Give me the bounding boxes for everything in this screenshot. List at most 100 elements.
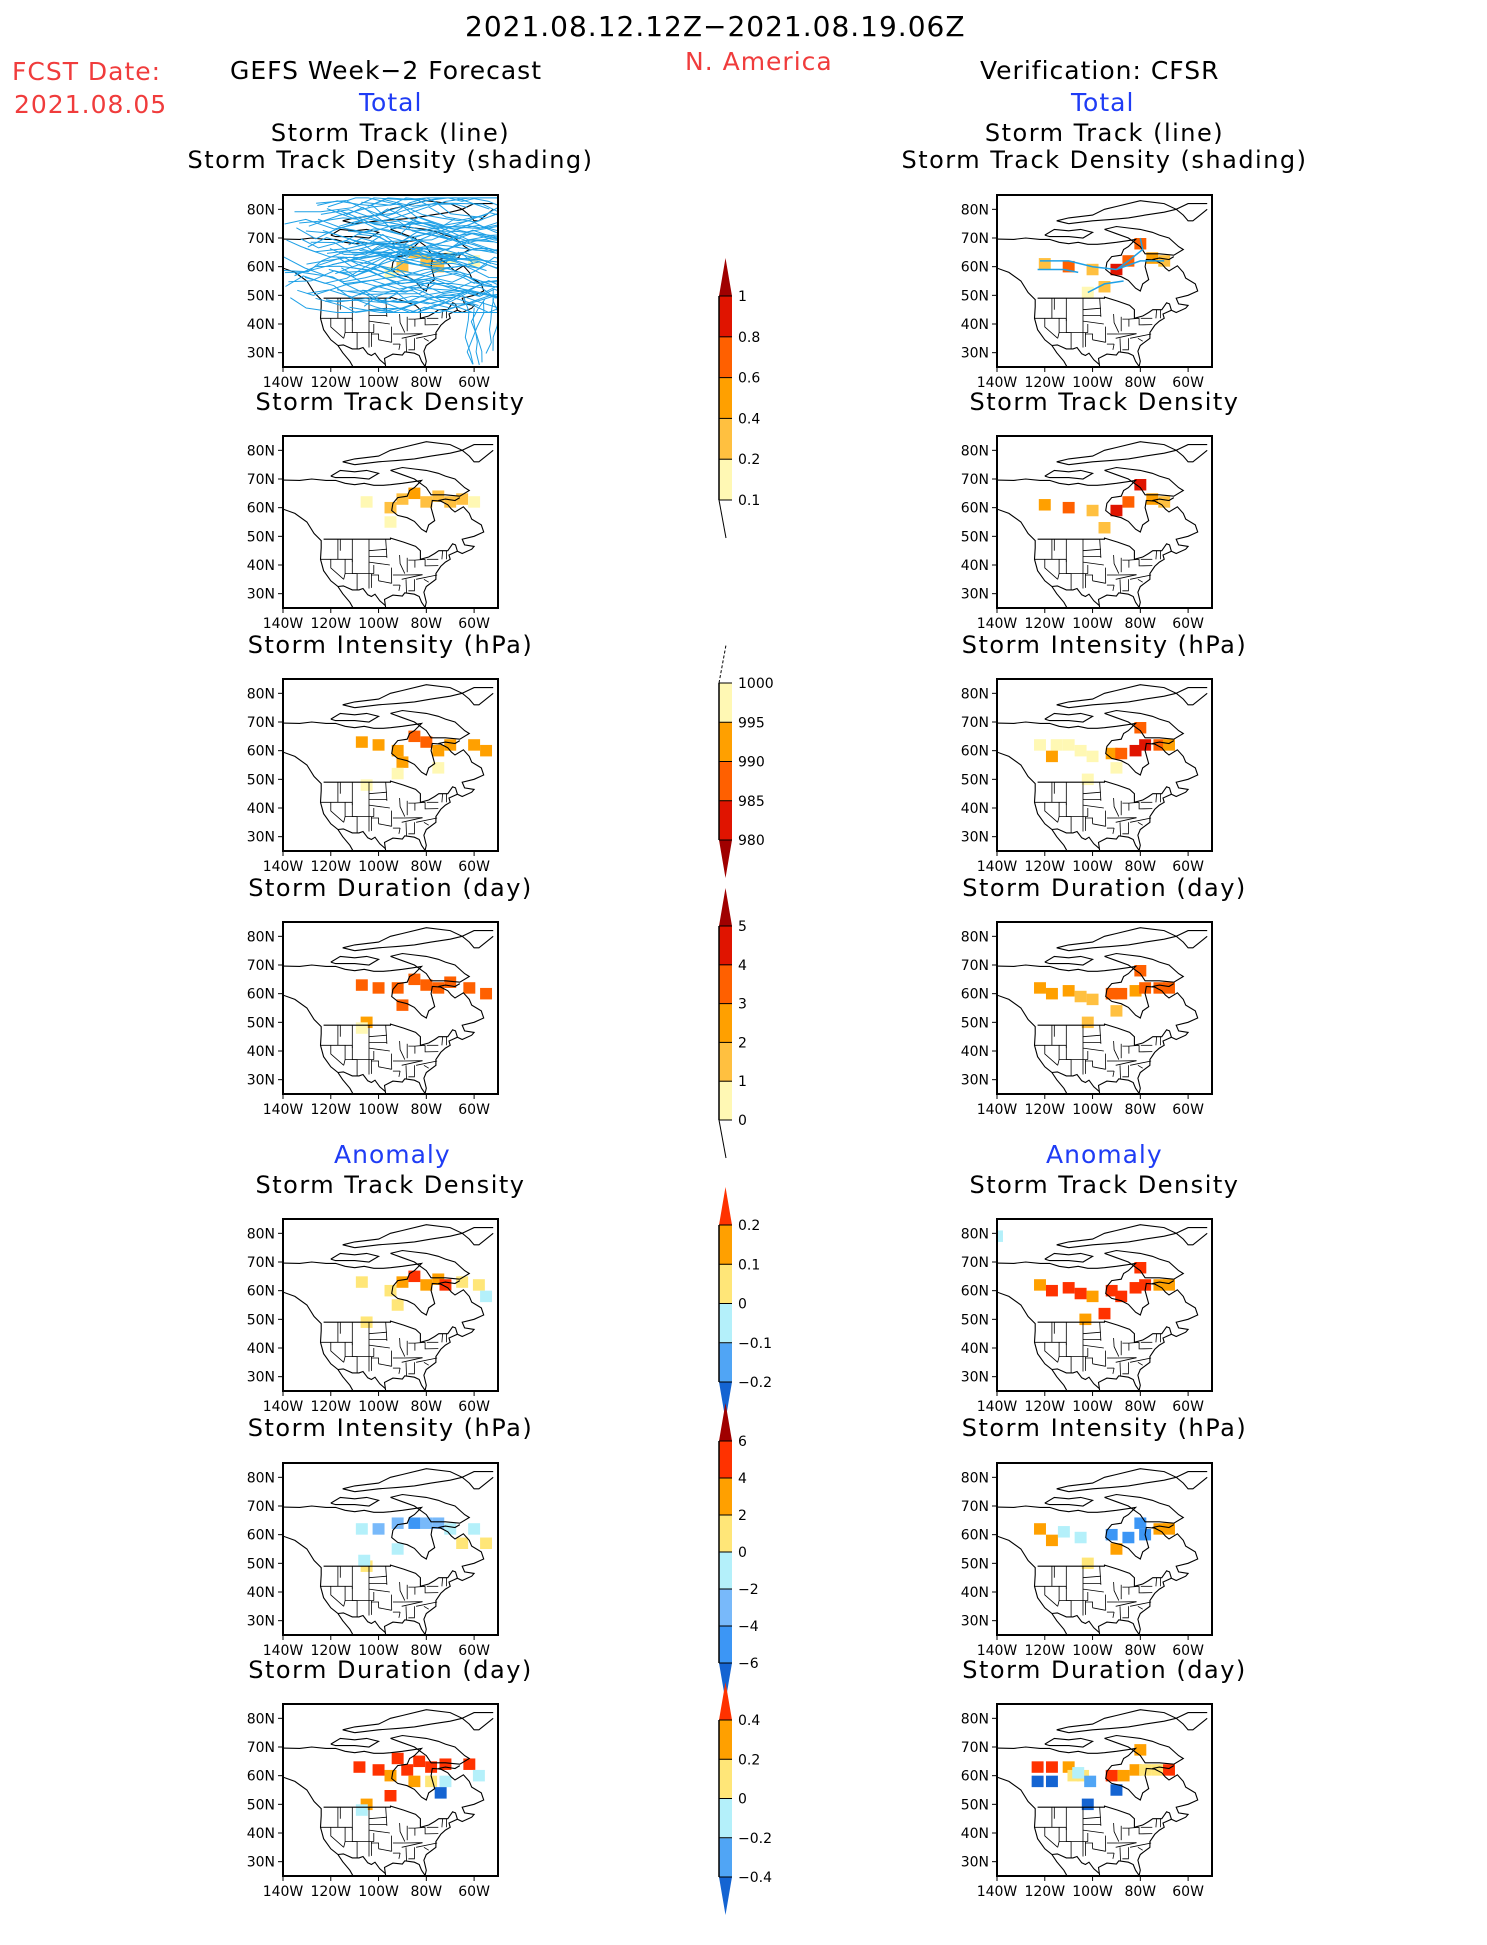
y-tick-label: 40N	[961, 801, 989, 817]
data-cell	[1075, 991, 1087, 1002]
state-border	[344, 1342, 345, 1362]
state-border	[400, 1823, 405, 1842]
state-border	[1139, 1586, 1152, 1593]
panel-title: Storm Duration (day)	[875, 1656, 1335, 1684]
y-tick-label: 30N	[961, 1614, 989, 1630]
colorbar-tick-label: 1000	[738, 676, 774, 692]
state-border	[1122, 579, 1128, 591]
state-border	[1083, 321, 1104, 324]
data-cell	[1075, 745, 1087, 756]
state-border	[1066, 1342, 1071, 1373]
colorbar-segment	[719, 1304, 732, 1344]
x-tick-label: 80W	[1124, 1102, 1156, 1118]
x-tick-label: 60W	[458, 1102, 490, 1118]
data-cell	[392, 1543, 404, 1554]
colorbar-tick-label: 0.1	[738, 493, 760, 509]
state-border	[1083, 1589, 1104, 1592]
data-cell	[1063, 502, 1075, 513]
data-cell	[1122, 496, 1134, 507]
arctic-coastline	[1176, 1228, 1207, 1245]
colorbar-extend-max	[719, 1187, 732, 1225]
y-tick-label: 30N	[247, 587, 275, 603]
data-cell	[1118, 1770, 1130, 1781]
state-border	[1120, 1847, 1121, 1861]
x-tick-label: 60W	[458, 1884, 490, 1900]
arctic-coastline	[1057, 442, 1177, 465]
y-tick-label: 30N	[961, 1073, 989, 1089]
arctic-coastline	[462, 1228, 493, 1245]
colorbar-tick-label: 0	[738, 1792, 747, 1808]
y-tick-label: 70N	[247, 715, 275, 731]
x-tick-label: 100W	[1072, 1399, 1113, 1415]
y-tick-label: 30N	[961, 587, 989, 603]
y-tick-label: 60N	[961, 260, 989, 276]
us-canada-border	[324, 1321, 458, 1342]
x-tick-label: 100W	[358, 616, 399, 632]
state-border	[1058, 318, 1059, 338]
y-tick-label: 40N	[247, 1341, 275, 1357]
state-border	[424, 1362, 429, 1365]
data-cell	[1034, 1523, 1046, 1534]
coastline	[283, 1262, 484, 1391]
state-border	[1085, 1602, 1092, 1608]
panel-title: Storm Duration (day)	[875, 874, 1335, 902]
x-tick-label: 140W	[977, 616, 1018, 632]
y-tick-label: 50N	[961, 1556, 989, 1572]
arctic-coastline	[1176, 445, 1207, 462]
data-cell	[356, 1804, 368, 1815]
state-border	[424, 822, 429, 825]
panel-title: Storm Intensity (hPa)	[161, 631, 621, 659]
state-border	[1113, 585, 1114, 591]
y-tick-label: 30N	[247, 346, 275, 362]
arctic-coastline	[343, 685, 463, 708]
data-cell	[358, 1555, 370, 1566]
colorbar-segment	[719, 722, 732, 762]
data-cell	[356, 1523, 368, 1534]
colorbar-duration_anom: 0.40.20−0.2−0.4	[699, 1652, 819, 1945]
state-border	[424, 579, 429, 582]
arctic-coastline	[1045, 1497, 1093, 1506]
state-border	[400, 555, 405, 574]
state-border	[1083, 549, 1101, 551]
state-border	[352, 1827, 357, 1858]
colorbar-extend-max	[719, 258, 732, 296]
panel-title: Storm Track (line)	[161, 119, 621, 147]
state-border	[1058, 1342, 1059, 1362]
colorbar-segment	[719, 1478, 732, 1516]
y-tick-label: 30N	[247, 830, 275, 846]
state-border	[1156, 794, 1157, 803]
y-tick-label: 70N	[247, 958, 275, 974]
colorbar-segment	[719, 1264, 732, 1304]
y-tick-label: 40N	[247, 801, 275, 817]
data-cell	[396, 1276, 408, 1287]
colorbar-extend-max	[719, 888, 732, 926]
state-border	[442, 551, 443, 560]
state-border	[424, 338, 429, 341]
y-tick-label: 40N	[247, 1826, 275, 1842]
state-border	[408, 1362, 414, 1374]
y-tick-label: 40N	[247, 558, 275, 574]
y-tick-label: 50N	[247, 772, 275, 788]
us-canada-border	[324, 538, 458, 559]
panel-title: Storm Intensity (hPa)	[875, 1414, 1335, 1442]
forecast-anomaly-label: Anomaly	[334, 1140, 451, 1169]
y-tick-label: 80N	[961, 1711, 989, 1727]
x-tick-label: 80W	[410, 859, 442, 875]
state-border	[352, 802, 357, 833]
colorbar-tick-label: 2	[738, 1035, 747, 1051]
state-border	[1138, 338, 1143, 341]
data-cell	[1115, 748, 1127, 759]
coastline	[283, 995, 357, 1100]
state-border	[344, 1045, 345, 1065]
state-border	[1093, 824, 1106, 827]
data-cell	[361, 496, 373, 507]
arctic-coastline	[1045, 229, 1093, 238]
state-border	[406, 1606, 407, 1620]
state-border	[344, 802, 345, 822]
state-border	[1122, 822, 1128, 834]
state-border	[1066, 1827, 1071, 1858]
state-border	[331, 559, 344, 579]
